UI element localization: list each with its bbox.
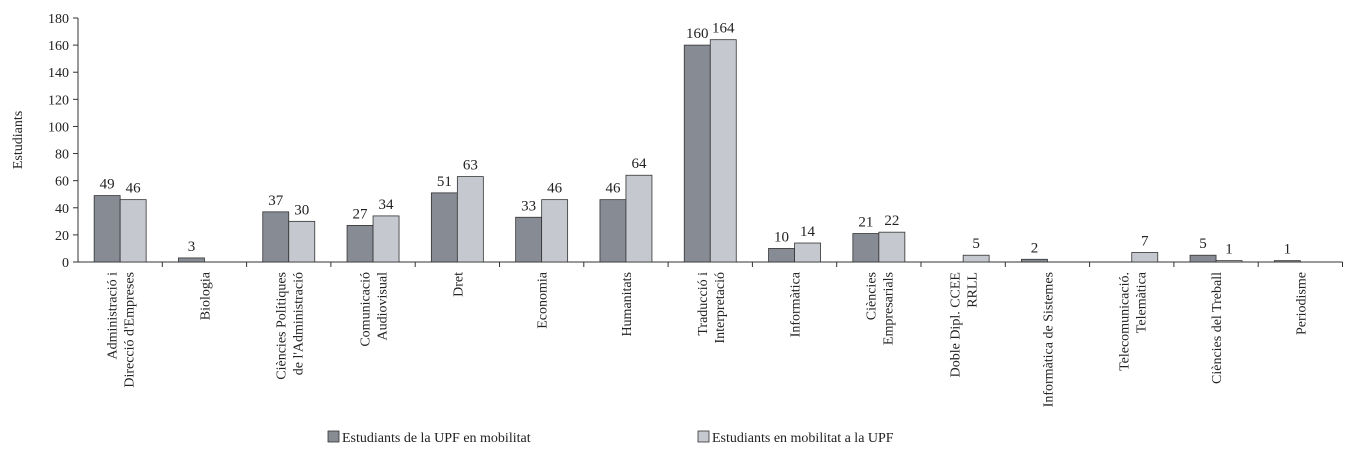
bar (372, 215, 400, 263)
value-label: 46 (605, 181, 621, 197)
x-tick-label: Administració i (106, 272, 121, 360)
bar (768, 248, 795, 263)
y-axis-label: Estudiants (11, 111, 26, 169)
value-label: 164 (712, 21, 735, 37)
value-label: 46 (547, 181, 563, 197)
bar (93, 195, 121, 263)
y-tick-label: 80 (55, 148, 69, 163)
x-tick-label: Telemàtica (1134, 271, 1149, 333)
x-tick-label: RRLL (966, 272, 981, 308)
x-tick-label: Informàtica (789, 271, 804, 337)
value-label: 1 (1284, 242, 1292, 258)
legend-swatch (697, 430, 710, 443)
x-tick-label: Interpretació (713, 272, 728, 344)
value-label: 3 (188, 239, 196, 255)
bar (962, 254, 990, 263)
x-tick-label: Direcció d'Empreses (123, 272, 138, 388)
legend-label: Estudiants de la UPF en mobilitat (342, 431, 531, 446)
y-tick-label: 160 (48, 39, 69, 54)
value-label: 46 (126, 181, 142, 197)
bar (456, 176, 484, 263)
y-tick-label: 180 (48, 12, 69, 27)
bar (178, 257, 205, 263)
value-label: 22 (884, 213, 899, 229)
x-tick-label: Doble Dipl. CCEE (949, 272, 964, 377)
bar (262, 211, 290, 263)
value-label: 33 (521, 198, 536, 214)
bar (625, 174, 653, 263)
y-tick-label: 100 (48, 120, 69, 135)
bar (346, 224, 374, 263)
bar (599, 199, 627, 263)
value-label: 5 (972, 236, 980, 252)
value-label: 160 (686, 26, 709, 42)
x-tick-label: Economia (536, 271, 551, 329)
bar (683, 44, 711, 263)
bar (709, 39, 737, 263)
bar (794, 242, 821, 263)
value-label: 34 (379, 197, 395, 213)
value-label: 7 (1141, 234, 1149, 250)
y-tick-label: 60 (55, 175, 69, 190)
bar (1131, 252, 1159, 263)
bar (878, 231, 906, 263)
x-tick-label: Periodisme (1294, 272, 1309, 335)
x-tick-label: Ciències Polítiques (274, 272, 289, 380)
x-tick-label: Audiovisual (376, 272, 391, 341)
x-tick-label: Traducció i (696, 272, 711, 336)
bar (119, 199, 147, 263)
value-label: 27 (353, 206, 369, 222)
value-label: 10 (774, 229, 789, 245)
value-label: 21 (858, 215, 873, 231)
bar (1273, 260, 1301, 263)
bar (852, 233, 880, 263)
x-tick-label: de l'Administració (291, 272, 306, 375)
x-tick-label: Biologia (198, 271, 213, 320)
value-label: 1 (1225, 242, 1233, 258)
value-label: 2 (1031, 240, 1039, 256)
bar (1215, 260, 1243, 263)
value-label: 30 (294, 202, 309, 218)
x-tick-label: Ciències (864, 272, 879, 320)
y-tick-label: 140 (48, 66, 69, 81)
legend-label: Estudiants en mobilitat a la UPF (712, 431, 894, 446)
x-tick-label: Humanitats (620, 272, 635, 337)
bar (515, 216, 543, 263)
value-label: 51 (437, 174, 452, 190)
bar (1021, 258, 1048, 263)
y-tick-label: 0 (62, 256, 69, 271)
legend-swatch (327, 430, 340, 443)
bar (288, 220, 316, 263)
y-tick-label: 40 (55, 202, 69, 217)
bar (430, 192, 458, 263)
y-tick-label: 20 (55, 229, 69, 244)
x-tick-label: Empresarials (881, 272, 896, 345)
y-tick-label: 120 (48, 93, 69, 108)
value-label: 49 (100, 177, 115, 193)
value-label: 37 (268, 193, 284, 209)
value-label: 64 (631, 156, 647, 172)
x-tick-label: Comunicació (359, 272, 374, 347)
value-label: 14 (800, 224, 816, 240)
value-label: 63 (463, 158, 478, 174)
x-tick-label: Telecomunicació. (1117, 272, 1132, 371)
x-tick-label: Informàtica de Sistemes (1041, 272, 1056, 407)
x-tick-label: Ciències del Treball (1210, 272, 1225, 384)
x-tick-label: Dret (451, 272, 466, 297)
bar (1189, 254, 1217, 263)
bar (541, 199, 569, 263)
value-label: 5 (1199, 236, 1207, 252)
